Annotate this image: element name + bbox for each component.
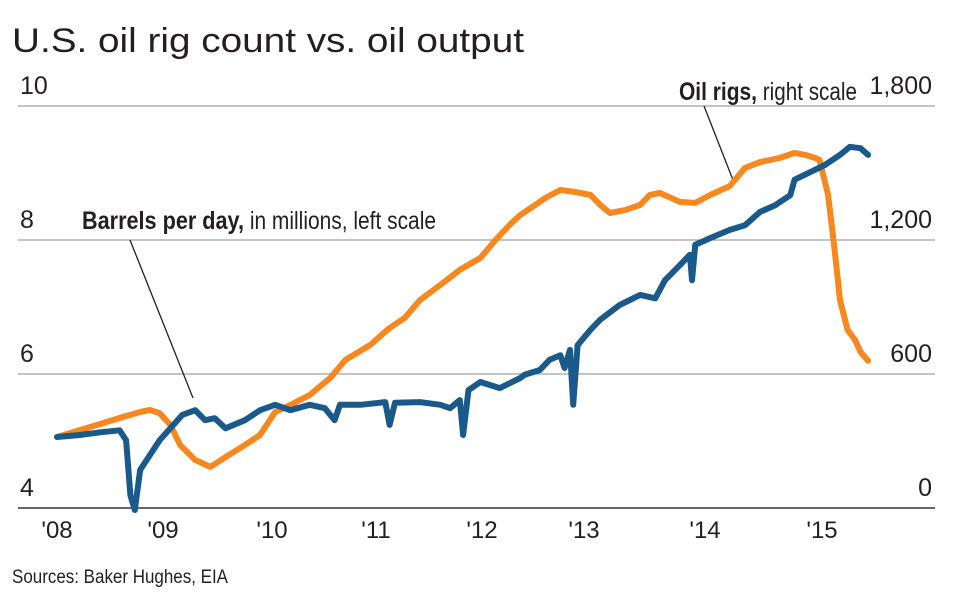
barrels-label: Barrels per day, in millions, left scale <box>82 207 436 235</box>
right-tick-label: 600 <box>890 340 932 368</box>
oil-rigs-leader-line <box>703 105 734 181</box>
barrels-per-day-line <box>54 143 872 513</box>
x-tick-label: '08 <box>41 517 72 544</box>
barrels-label-bold: Barrels per day, <box>82 207 244 235</box>
left-tick-label: 8 <box>20 206 34 234</box>
y-tick-labels: 4 6 8 10 0 600 1,200 1,800 <box>20 72 932 502</box>
x-tick-label: '13 <box>568 517 599 544</box>
right-tick-label: 1,200 <box>869 206 932 234</box>
x-tick-label: '11 <box>361 517 391 544</box>
x-tick-label: '09 <box>147 517 178 544</box>
right-tick-label: 0 <box>918 474 932 502</box>
left-tick-label: 10 <box>20 72 48 100</box>
series-lines <box>54 143 872 513</box>
oil-rigs-label-bold: Oil rigs, <box>679 78 757 106</box>
left-tick-label: 4 <box>20 474 34 502</box>
barrels-leader-line <box>129 239 194 399</box>
gridlines <box>18 105 935 509</box>
x-tick-label: '12 <box>466 517 497 544</box>
source-note: Sources: Baker Hughes, EIA <box>12 567 228 588</box>
right-tick-label: 1,800 <box>869 72 932 100</box>
barrels-label-rest: in millions, left scale <box>244 207 436 235</box>
x-tick-label: '14 <box>689 517 720 544</box>
oil-rigs-label: Oil rigs, right scale <box>679 78 857 106</box>
left-tick-label: 6 <box>20 340 34 368</box>
x-tick-label: '10 <box>256 517 287 544</box>
oil-rigs-label-rest: right scale <box>757 78 857 106</box>
x-tick-label: '15 <box>806 517 837 544</box>
oil-rigs-line <box>54 149 872 470</box>
x-tick-labels: '08 '09 '10 '11 '12 '13 '14 '15 <box>41 517 837 544</box>
chart-title: U.S. oil rig count vs. oil output <box>12 22 525 60</box>
